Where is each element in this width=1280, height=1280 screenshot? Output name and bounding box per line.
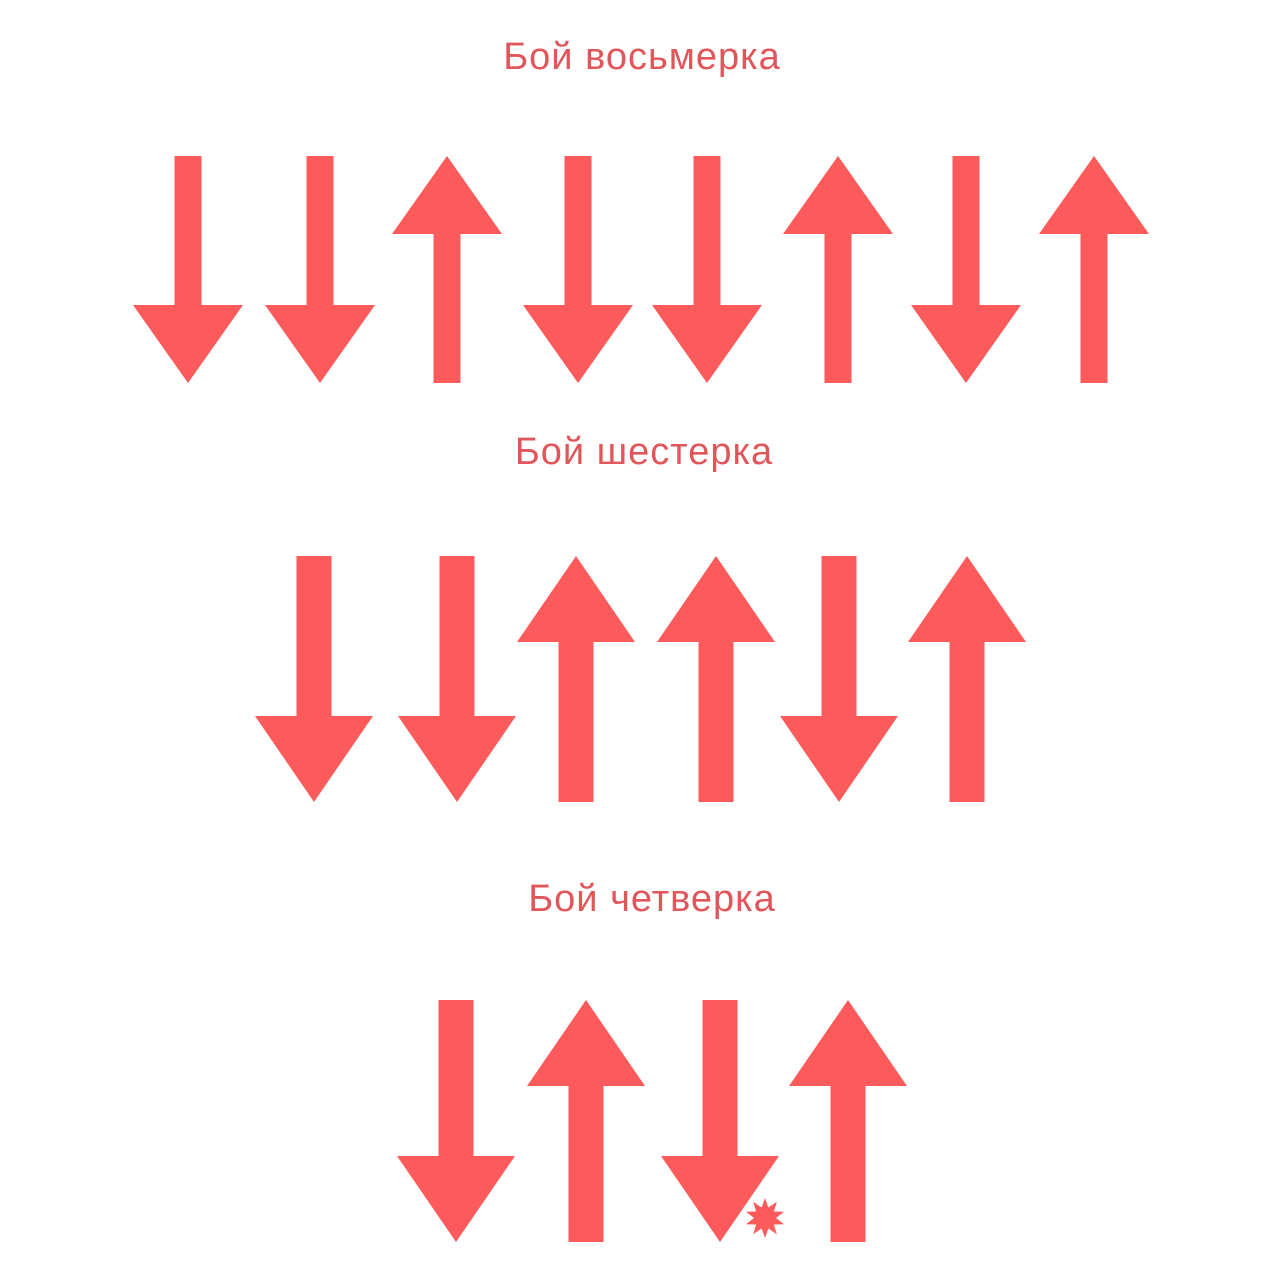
arrow-down-icon (661, 1000, 779, 1242)
arrow-up-icon (527, 1000, 645, 1242)
arrow-up-icon (392, 156, 502, 383)
arrow-down-icon (398, 556, 516, 802)
arrow-row-3 (397, 1000, 907, 1242)
arrow-up-icon (783, 156, 893, 383)
arrow-down-icon (652, 156, 762, 383)
arrow-down-icon (523, 156, 633, 383)
arrow-down-icon (397, 1000, 515, 1242)
arrow-up-icon (517, 556, 635, 802)
arrow-down-icon (780, 556, 898, 802)
arrow-up-icon (908, 556, 1026, 802)
arrow-down-icon (133, 156, 243, 383)
arrow-up-icon (657, 556, 775, 802)
arrow-row-1 (133, 156, 1149, 383)
arrow-down-icon (255, 556, 373, 802)
arrow-up-icon (1039, 156, 1149, 383)
pattern-title-six: Бой шестерка (514, 431, 774, 473)
arrow-down-icon (265, 156, 375, 383)
pattern-title-eight: Бой восьмерка (503, 36, 781, 78)
arrow-up-icon (789, 1000, 907, 1242)
arrow-row-2 (255, 556, 1026, 802)
pattern-title-four: Бой четверка (528, 878, 776, 920)
star-burst-icon (746, 1198, 784, 1238)
arrow-down-icon (911, 156, 1021, 383)
